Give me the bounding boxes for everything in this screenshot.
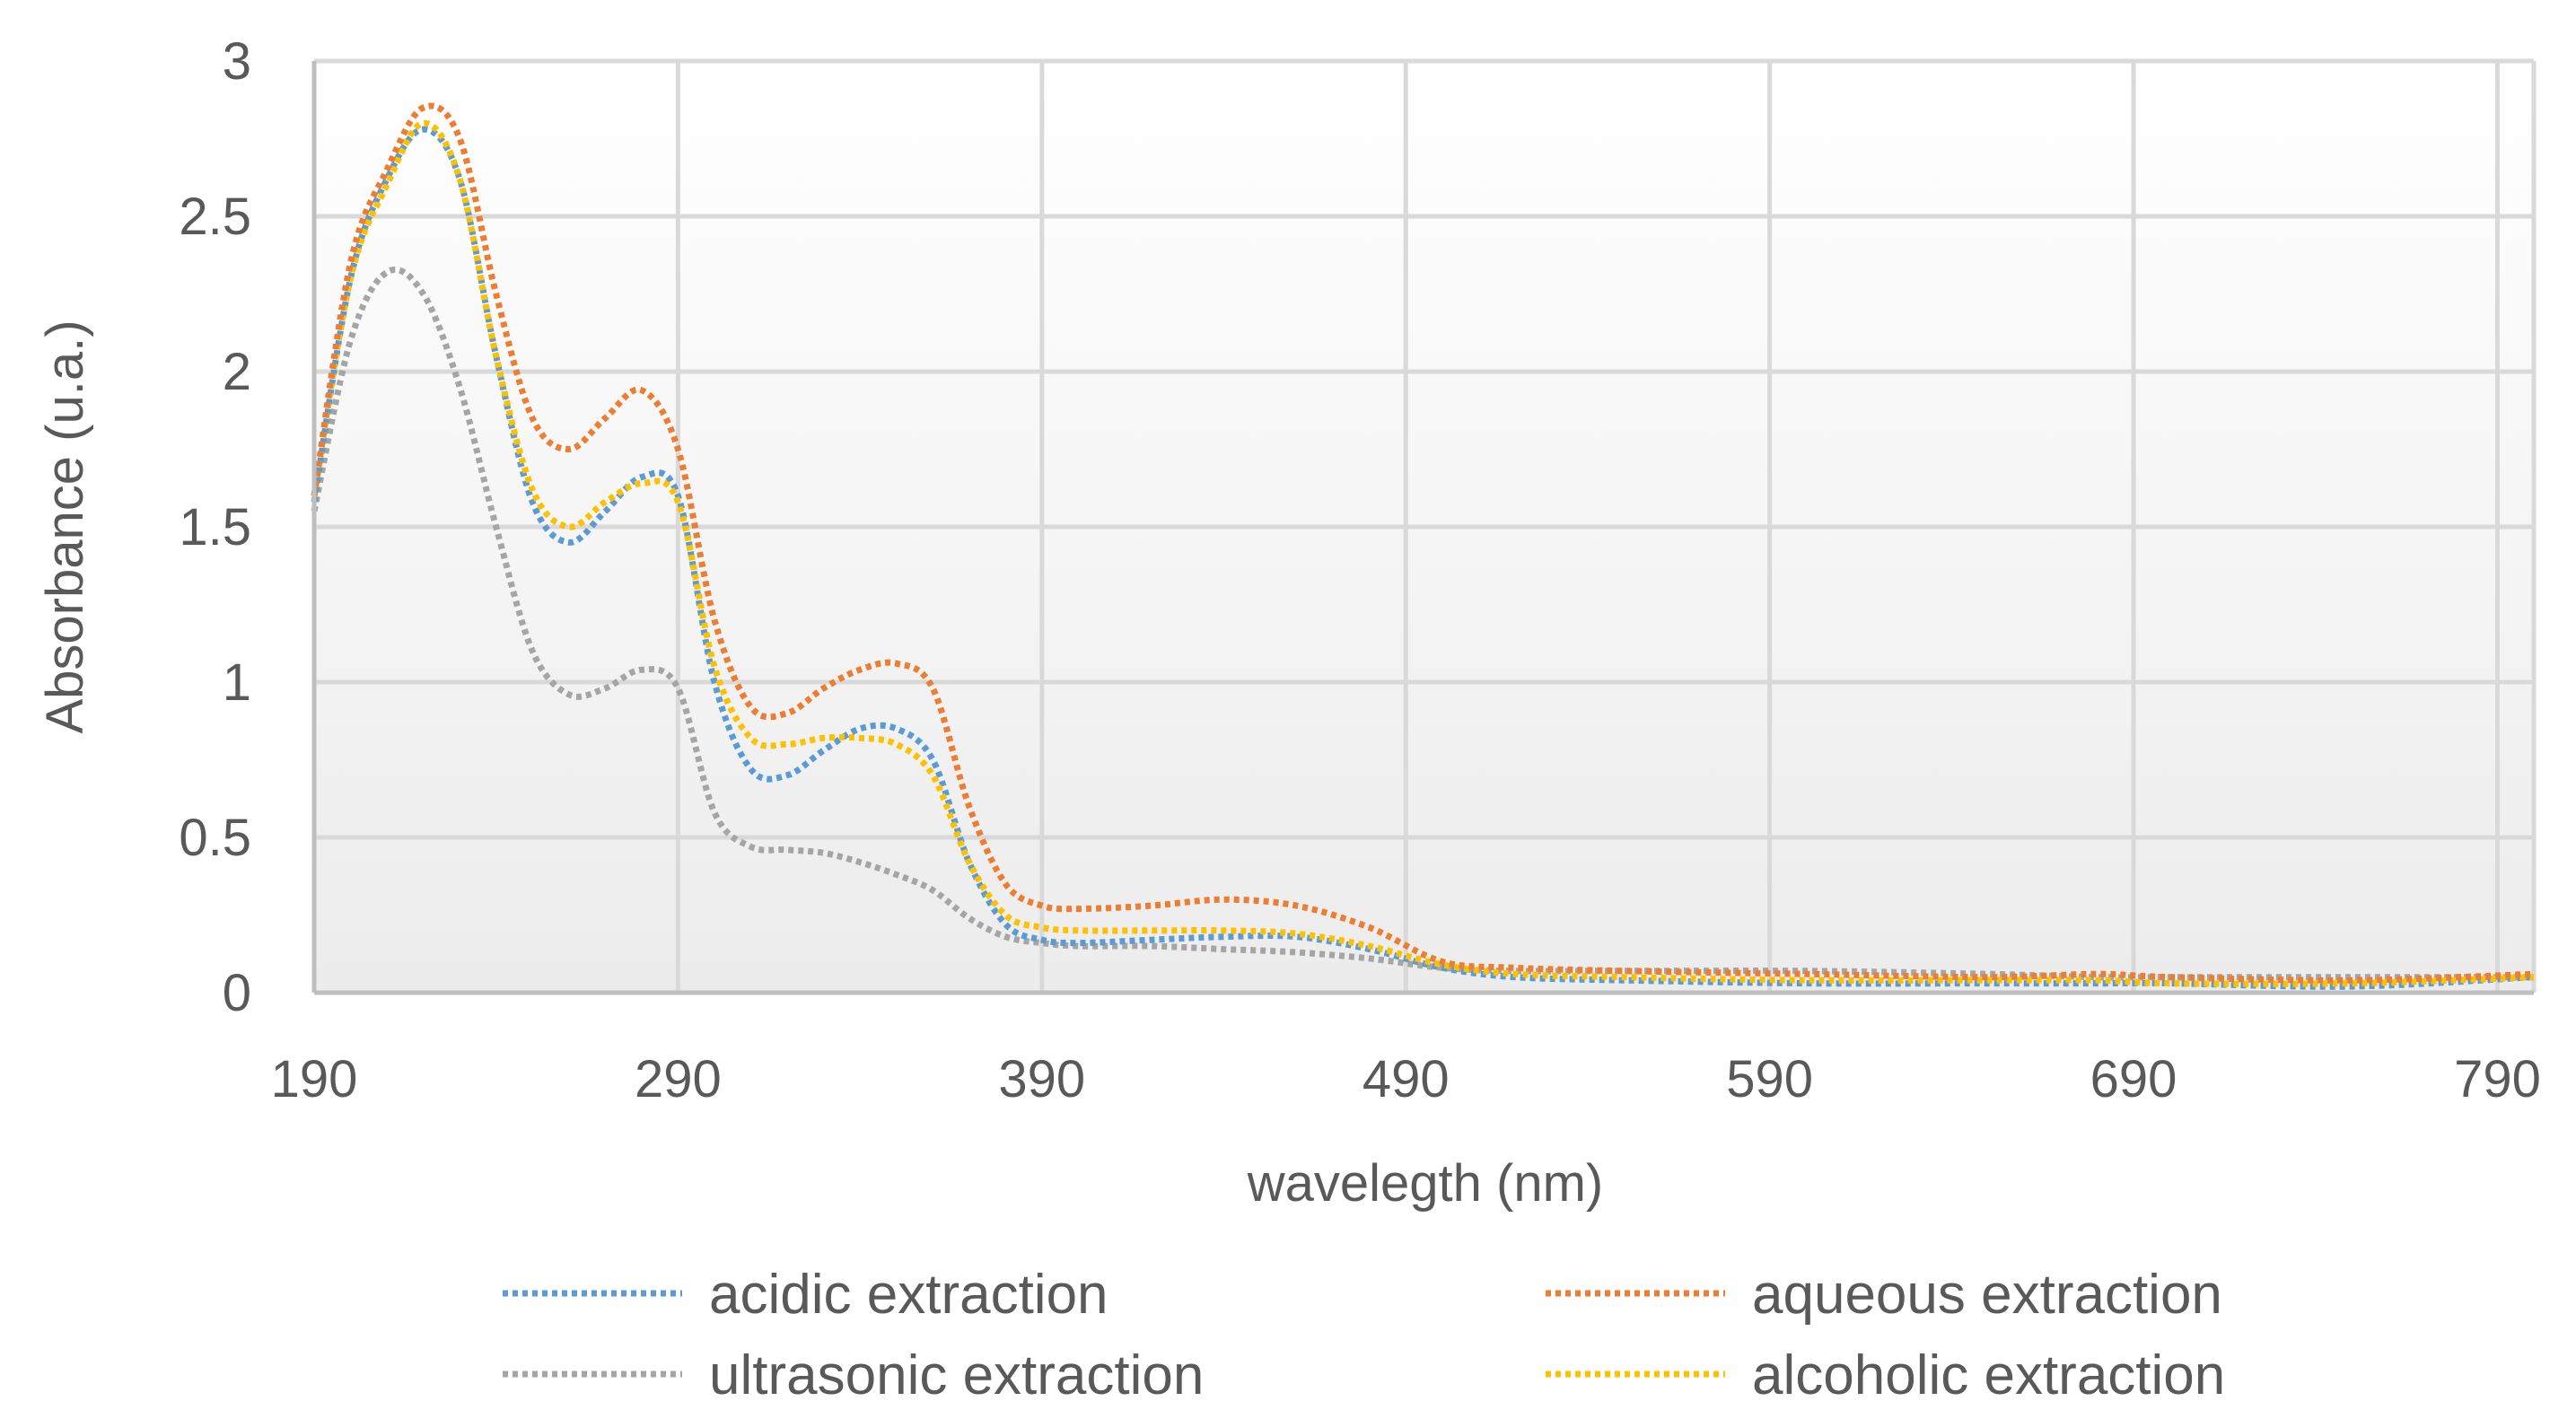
- x-tick-label: 290: [635, 1050, 722, 1108]
- series-line-ultrasonic-extraction: [311, 266, 2534, 981]
- x-tick-label: 490: [1362, 1050, 1450, 1108]
- y-tick-label: 0: [223, 964, 251, 1022]
- x-axis-title: wavelegth (nm): [1247, 1154, 1603, 1213]
- y-tick-label: 2.5: [179, 188, 251, 246]
- x-tick-label: 390: [998, 1050, 1085, 1108]
- legend: acidic extraction aqueous extraction ultra…: [503, 1264, 2225, 1406]
- y-tick-label: 3: [223, 32, 251, 91]
- x-tick-label: 590: [1726, 1050, 1813, 1108]
- series-line-aqueous-extraction: [311, 102, 2535, 984]
- y-tick-label: 0.5: [179, 809, 251, 867]
- legend-label: acidic extraction: [709, 1264, 1108, 1326]
- series-line-alcoholic-extraction: [311, 119, 2535, 987]
- y-tick-label: 2: [223, 343, 251, 401]
- x-tick-label: 190: [271, 1050, 358, 1108]
- y-tick-label: 1: [223, 653, 251, 712]
- y-tick-label: 1.5: [179, 498, 251, 556]
- legend-label: aqueous extraction: [1752, 1264, 2222, 1326]
- series-group: [311, 102, 2535, 990]
- series-line-acidic-extraction: [311, 126, 2535, 990]
- legend-label: alcoholic extraction: [1752, 1344, 2225, 1406]
- x-tick-label: 790: [2454, 1050, 2541, 1108]
- y-axis-title: Absorbance (u.a.): [36, 320, 94, 733]
- x-tick-label: 690: [2090, 1050, 2177, 1108]
- legend-label: ultrasonic extraction: [709, 1344, 1204, 1406]
- axes: 0 0.5 1 1.5 2 2.5 3 190 290 390 490 590 690 790: [179, 32, 2540, 1108]
